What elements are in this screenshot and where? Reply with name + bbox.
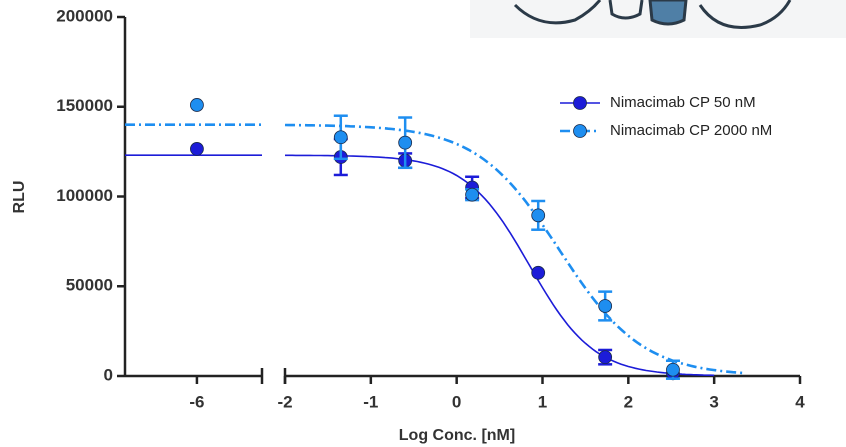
- data-point: [598, 350, 613, 365]
- data-point: [190, 142, 204, 156]
- y-tick-label: 0: [104, 365, 113, 384]
- data-point: [531, 265, 546, 280]
- legend-marker: [573, 96, 587, 110]
- y-tick-label: 200000: [56, 6, 113, 25]
- data-point: [398, 135, 413, 150]
- y-tick-label: 100000: [56, 186, 113, 205]
- y-tick-label: 50000: [66, 276, 113, 295]
- legend-label: Nimacimab CP 2000 nM: [610, 122, 772, 139]
- fit-curve: [285, 154, 715, 377]
- x-tick-label: -6: [189, 392, 204, 411]
- x-tick-label: 2: [624, 392, 633, 411]
- illustration: [470, 0, 846, 38]
- y-tick-label: 150000: [56, 96, 113, 115]
- x-axis-label: Log Conc. [nM]: [399, 427, 515, 444]
- x-tick-label: 4: [795, 392, 805, 411]
- data-point: [465, 187, 480, 202]
- x-tick-label: -1: [363, 392, 378, 411]
- fit-curve: [284, 123, 745, 375]
- x-tick-label: 3: [709, 392, 718, 411]
- x-tick-label: -2: [277, 392, 292, 411]
- data-point: [666, 362, 680, 377]
- y-axis-label: RLU: [11, 181, 28, 214]
- data-point: [531, 208, 546, 223]
- x-tick-label: 0: [452, 392, 461, 411]
- x-tick-label: 1: [538, 392, 547, 411]
- legend-label: Nimacimab CP 50 nM: [610, 94, 756, 111]
- data-point: [333, 130, 348, 145]
- data-point: [598, 299, 613, 313]
- legend-marker: [573, 124, 587, 138]
- data-point: [190, 98, 204, 112]
